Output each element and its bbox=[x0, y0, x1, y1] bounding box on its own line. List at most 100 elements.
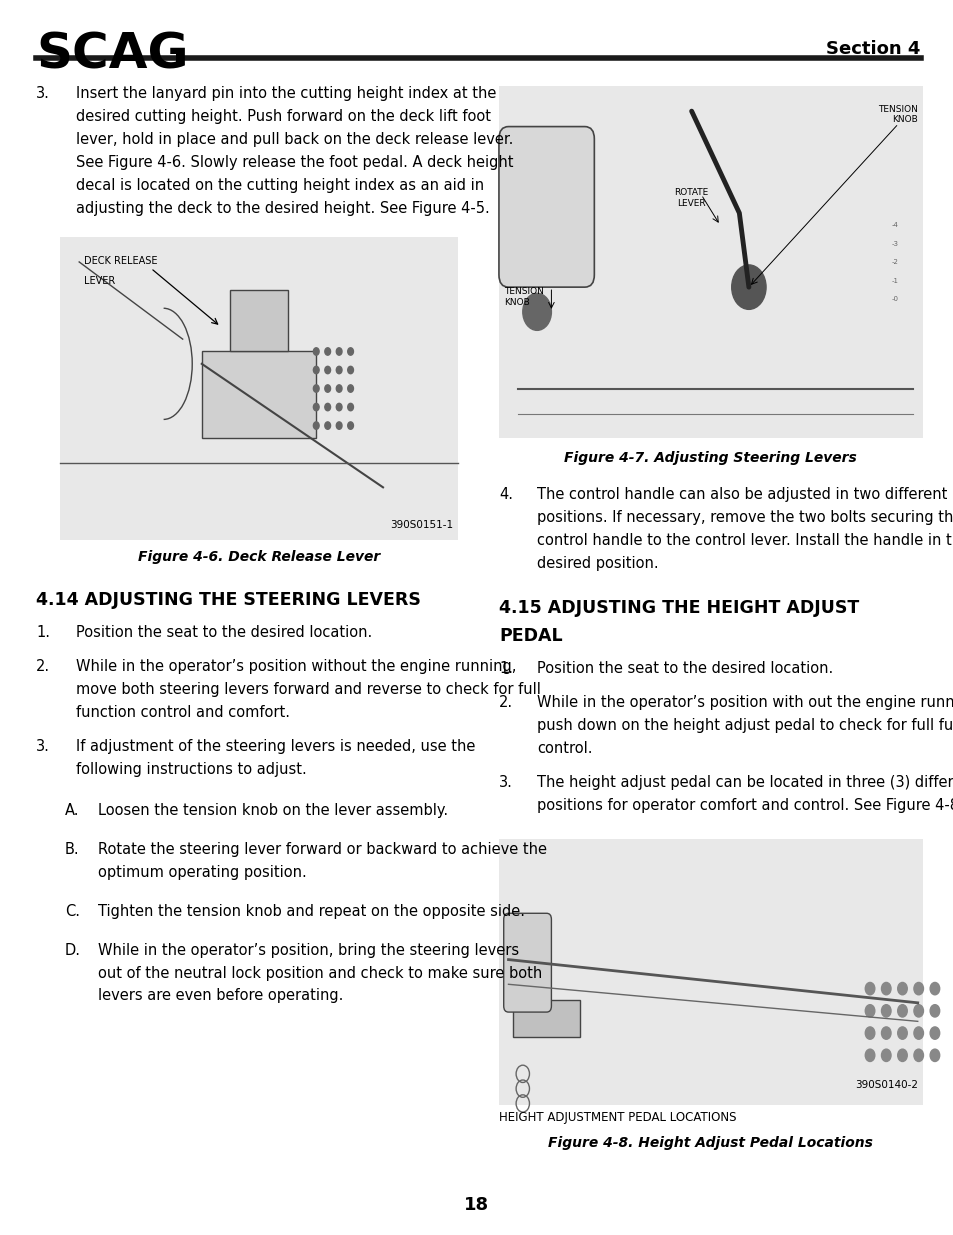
Circle shape bbox=[324, 385, 330, 393]
Text: 4.14 ADJUSTING THE STEERING LEVERS: 4.14 ADJUSTING THE STEERING LEVERS bbox=[36, 590, 420, 609]
Circle shape bbox=[864, 1004, 874, 1016]
Circle shape bbox=[335, 385, 341, 393]
Text: desired position.: desired position. bbox=[537, 556, 658, 571]
Circle shape bbox=[347, 385, 353, 393]
Text: The control handle can also be adjusted in two different: The control handle can also be adjusted … bbox=[537, 488, 946, 503]
Bar bbox=[201, 352, 315, 438]
Text: Rotate the steering lever forward or backward to achieve the: Rotate the steering lever forward or bac… bbox=[98, 842, 547, 857]
Circle shape bbox=[864, 1049, 874, 1061]
Circle shape bbox=[929, 1049, 939, 1061]
Circle shape bbox=[881, 982, 890, 994]
Text: ROTATE
LEVER: ROTATE LEVER bbox=[674, 188, 708, 207]
Text: push down on the height adjust pedal to check for full function: push down on the height adjust pedal to … bbox=[537, 718, 953, 734]
Circle shape bbox=[313, 422, 318, 430]
Circle shape bbox=[335, 404, 341, 411]
Text: B.: B. bbox=[65, 842, 79, 857]
Circle shape bbox=[913, 1004, 923, 1016]
Circle shape bbox=[881, 1049, 890, 1061]
Text: Loosen the tension knob on the lever assembly.: Loosen the tension knob on the lever ass… bbox=[98, 803, 448, 819]
Text: positions. If necessary, remove the two bolts securing the: positions. If necessary, remove the two … bbox=[537, 510, 953, 525]
Text: HEIGHT ADJUSTMENT PEDAL LOCATIONS: HEIGHT ADJUSTMENT PEDAL LOCATIONS bbox=[498, 1110, 736, 1124]
Text: Tighten the tension knob and repeat on the opposite side.: Tighten the tension knob and repeat on t… bbox=[98, 904, 525, 919]
Text: Position the seat to the desired location.: Position the seat to the desired locatio… bbox=[537, 661, 833, 676]
Text: Insert the lanyard pin into the cutting height index at the: Insert the lanyard pin into the cutting … bbox=[76, 86, 497, 101]
Text: LEVER: LEVER bbox=[84, 275, 115, 285]
Text: TENSION
KNOB: TENSION KNOB bbox=[503, 287, 543, 306]
Circle shape bbox=[897, 1004, 906, 1016]
Text: 1.: 1. bbox=[498, 661, 513, 676]
Circle shape bbox=[347, 348, 353, 356]
Text: control.: control. bbox=[537, 741, 592, 756]
Circle shape bbox=[881, 1004, 890, 1016]
Text: DECK RELEASE: DECK RELEASE bbox=[84, 256, 157, 266]
Text: 2.: 2. bbox=[498, 695, 513, 710]
Circle shape bbox=[897, 1026, 906, 1039]
Bar bbox=[60, 237, 457, 540]
Text: See Figure 4-6. Slowly release the foot pedal. A deck height: See Figure 4-6. Slowly release the foot … bbox=[76, 154, 514, 170]
Circle shape bbox=[347, 367, 353, 374]
Circle shape bbox=[324, 367, 330, 374]
Text: 390S0140-2: 390S0140-2 bbox=[854, 1079, 917, 1089]
Text: out of the neutral lock position and check to make sure both: out of the neutral lock position and che… bbox=[98, 966, 542, 981]
Text: While in the operator’s position, bring the steering levers: While in the operator’s position, bring … bbox=[98, 942, 518, 957]
Text: While in the operator’s position without the engine running,: While in the operator’s position without… bbox=[76, 659, 517, 674]
Text: function control and comfort.: function control and comfort. bbox=[76, 705, 290, 720]
Circle shape bbox=[324, 404, 330, 411]
Bar bbox=[230, 290, 288, 352]
Circle shape bbox=[913, 982, 923, 994]
Text: TENSION
KNOB: TENSION KNOB bbox=[877, 105, 917, 125]
Circle shape bbox=[335, 367, 341, 374]
Text: following instructions to adjust.: following instructions to adjust. bbox=[76, 762, 307, 777]
Text: Figure 4-7. Adjusting Steering Levers: Figure 4-7. Adjusting Steering Levers bbox=[564, 451, 856, 464]
Circle shape bbox=[731, 264, 765, 309]
Text: adjusting the deck to the desired height. See Figure 4-5.: adjusting the deck to the desired height… bbox=[76, 200, 490, 216]
Text: SCAG: SCAG bbox=[36, 31, 189, 79]
Text: 1.: 1. bbox=[36, 625, 51, 640]
Text: -3: -3 bbox=[891, 241, 898, 247]
Text: control handle to the control lever. Install the handle in the: control handle to the control lever. Ins… bbox=[537, 534, 953, 548]
Text: While in the operator’s position with out the engine running,: While in the operator’s position with ou… bbox=[537, 695, 953, 710]
Circle shape bbox=[897, 1049, 906, 1061]
Circle shape bbox=[929, 1004, 939, 1016]
Text: Section 4: Section 4 bbox=[825, 40, 920, 58]
Text: Figure 4-8. Height Adjust Pedal Locations: Figure 4-8. Height Adjust Pedal Location… bbox=[548, 1136, 872, 1150]
Text: C.: C. bbox=[65, 904, 80, 919]
Circle shape bbox=[864, 982, 874, 994]
Text: If adjustment of the steering levers is needed, use the: If adjustment of the steering levers is … bbox=[76, 740, 476, 755]
Circle shape bbox=[897, 982, 906, 994]
Circle shape bbox=[913, 1049, 923, 1061]
Text: -4: -4 bbox=[891, 222, 898, 228]
Text: lever, hold in place and pull back on the deck release lever.: lever, hold in place and pull back on th… bbox=[76, 132, 513, 147]
Text: move both steering levers forward and reverse to check for full: move both steering levers forward and re… bbox=[76, 682, 540, 698]
Text: 3.: 3. bbox=[36, 740, 51, 755]
Text: Position the seat to the desired location.: Position the seat to the desired locatio… bbox=[76, 625, 373, 640]
Circle shape bbox=[313, 404, 318, 411]
Text: -2: -2 bbox=[891, 259, 898, 266]
Text: The height adjust pedal can be located in three (3) different: The height adjust pedal can be located i… bbox=[537, 776, 953, 790]
Text: -1: -1 bbox=[891, 278, 898, 284]
FancyBboxPatch shape bbox=[498, 126, 594, 287]
Circle shape bbox=[522, 294, 551, 331]
Circle shape bbox=[913, 1026, 923, 1039]
Circle shape bbox=[313, 367, 318, 374]
Text: -0: -0 bbox=[891, 296, 898, 303]
Text: 390S0151-1: 390S0151-1 bbox=[390, 520, 453, 530]
Text: optimum operating position.: optimum operating position. bbox=[98, 864, 307, 881]
Text: A.: A. bbox=[65, 803, 79, 819]
Circle shape bbox=[347, 404, 353, 411]
Text: PEDAL: PEDAL bbox=[498, 626, 562, 645]
Text: D.: D. bbox=[65, 942, 81, 957]
Circle shape bbox=[324, 348, 330, 356]
Text: Figure 4-6. Deck Release Lever: Figure 4-6. Deck Release Lever bbox=[138, 550, 379, 563]
Bar bbox=[498, 86, 922, 438]
Circle shape bbox=[335, 348, 341, 356]
FancyBboxPatch shape bbox=[503, 913, 551, 1011]
Bar bbox=[498, 839, 922, 1104]
Circle shape bbox=[929, 982, 939, 994]
Text: 18: 18 bbox=[464, 1195, 489, 1214]
Text: 3.: 3. bbox=[36, 86, 51, 101]
Circle shape bbox=[881, 1026, 890, 1039]
Circle shape bbox=[929, 1026, 939, 1039]
Text: 4.: 4. bbox=[498, 488, 513, 503]
Circle shape bbox=[335, 422, 341, 430]
